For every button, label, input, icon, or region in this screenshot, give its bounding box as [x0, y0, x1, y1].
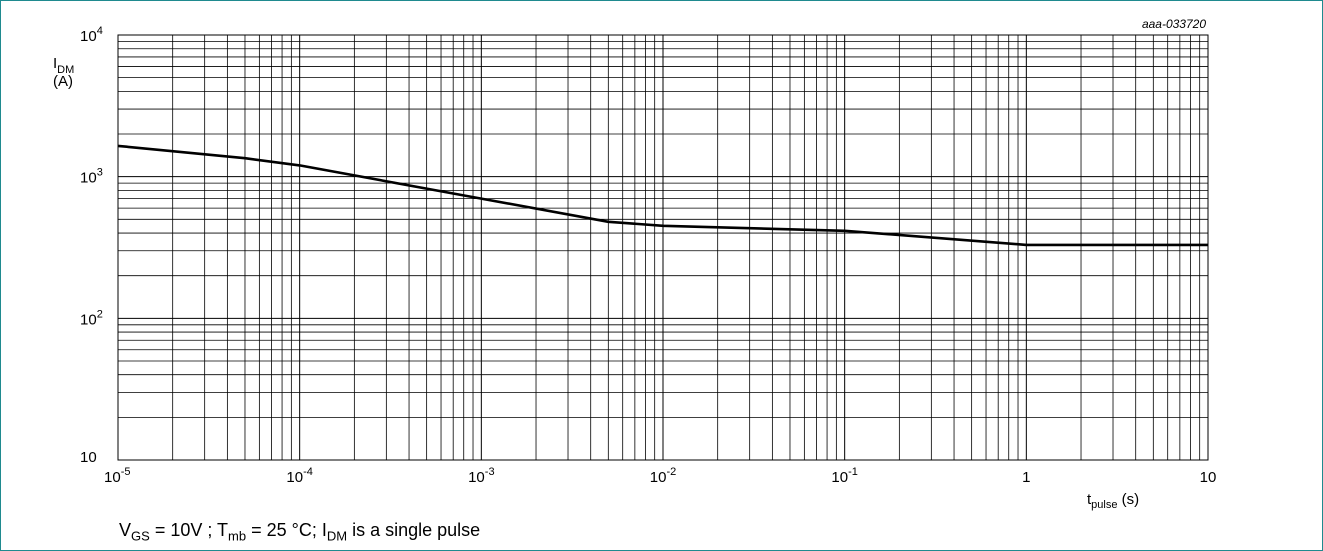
y-tick-label: 102 [80, 308, 103, 328]
x-tick-label: 10-2 [650, 466, 676, 486]
figure-caption: VGS = 10V ; Tmb = 25 °C; IDM is a single… [119, 520, 480, 544]
y-axis-title: IDM [53, 55, 74, 76]
figure-code: aaa-033720 [1142, 17, 1206, 31]
caption-text: = 25 °C; I [246, 520, 327, 540]
x-axis-title: tpulse (s) [1087, 491, 1139, 511]
x-tick-label: 10-3 [468, 466, 494, 486]
caption-subscript: mb [228, 528, 247, 544]
y-tick-label: 103 [80, 167, 103, 187]
y-tick-label: 104 [80, 25, 103, 45]
x-tick-label: 10-4 [286, 466, 312, 486]
x-tick-label: 10-5 [104, 466, 130, 486]
series-layer [117, 144, 1208, 247]
x-tick-labels: 10-5 10-4 10-3 10-2 10-1 1 10 [104, 466, 1216, 486]
y-tick-label: 10 [80, 449, 97, 466]
grid [117, 34, 1209, 461]
caption-text: is a single pulse [347, 520, 481, 540]
y-tick-labels: 10 102 103 104 [80, 25, 103, 466]
x-tick-label: 10 [1200, 469, 1217, 486]
y-axis-unit: (A) [53, 73, 73, 90]
x-tick-label: 1 [1022, 469, 1030, 486]
caption-text: V [119, 520, 132, 540]
x-tick-label: 10-1 [831, 466, 857, 486]
plot-border [117, 34, 1209, 461]
caption-subscript: GS [131, 528, 150, 544]
series-line [117, 144, 1208, 247]
caption-text: = 10V ; T [149, 520, 229, 540]
caption-subscript: DM [326, 528, 348, 544]
